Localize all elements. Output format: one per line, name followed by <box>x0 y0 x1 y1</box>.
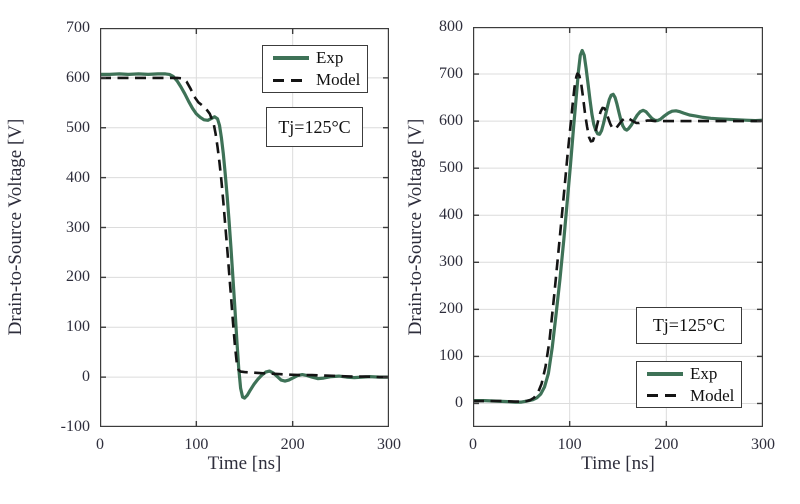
left-x-axis-label: Time [ns] <box>207 453 282 474</box>
y-tick-label: 200 <box>439 300 463 318</box>
x-tick-label: 0 <box>96 436 104 453</box>
x-tick-label: 200 <box>280 436 305 453</box>
x-tick-label: 300 <box>377 436 401 453</box>
left-legend-label-model: Model <box>316 70 361 89</box>
y-tick-label: 500 <box>439 159 463 177</box>
y-tick-label: 0 <box>455 394 463 412</box>
left-legend-entry-exp: Exp <box>273 49 367 67</box>
y-tick-label: 100 <box>439 347 463 365</box>
y-tick-label: 800 <box>439 18 463 35</box>
x-tick-label: 100 <box>557 436 582 453</box>
y-tick-label: 300 <box>439 253 463 271</box>
y-tick-label: 600 <box>439 112 463 130</box>
right-y-axis-label: Drain-to-Source Voltage [V] <box>405 118 426 336</box>
right-legend-label-exp: Exp <box>690 363 718 383</box>
right-x-axis-label: Time [ns] <box>581 453 655 474</box>
x-tick-label: 100 <box>184 436 209 453</box>
left-plot-area <box>100 28 389 427</box>
y-tick-label: 500 <box>66 118 90 136</box>
exp-line-sample-icon <box>273 56 309 60</box>
y-tick-label: 0 <box>82 368 90 386</box>
right-legend-entry-exp: Exp <box>647 363 741 383</box>
exp-line-sample-icon <box>647 371 683 376</box>
right-temperature-annotation: Tj=125°C <box>636 307 742 344</box>
model-line-sample-icon <box>647 394 683 397</box>
series-exp-line <box>473 48 763 404</box>
y-tick-label: 200 <box>66 268 90 286</box>
series-exp-line <box>100 72 389 400</box>
right-plot-area <box>473 27 763 427</box>
y-tick-label: 700 <box>66 19 90 36</box>
right-legend-label-model: Model <box>690 385 735 405</box>
right-legend: Exp Model <box>636 361 742 408</box>
left-legend-label-exp: Exp <box>316 48 344 67</box>
right-legend-entry-model: Model <box>647 385 741 405</box>
series-model-line <box>100 76 389 379</box>
left-legend-entry-model: Model <box>273 71 367 89</box>
y-tick-label: 400 <box>439 206 463 224</box>
left-legend: Exp Model <box>262 45 368 93</box>
y-tick-label: 100 <box>66 318 90 336</box>
series-model-line <box>473 72 763 403</box>
y-tick-label: 300 <box>66 218 90 236</box>
left-temperature-annotation: Tj=125°C <box>266 107 363 147</box>
x-tick-label: 0 <box>469 436 477 453</box>
y-tick-label: 400 <box>66 168 90 186</box>
y-tick-label: 600 <box>66 68 90 86</box>
y-tick-label: -100 <box>60 418 90 435</box>
y-tick-label: 700 <box>439 65 463 83</box>
x-tick-label: 300 <box>751 436 775 453</box>
x-tick-label: 200 <box>654 436 679 453</box>
model-line-sample-icon <box>273 78 309 82</box>
